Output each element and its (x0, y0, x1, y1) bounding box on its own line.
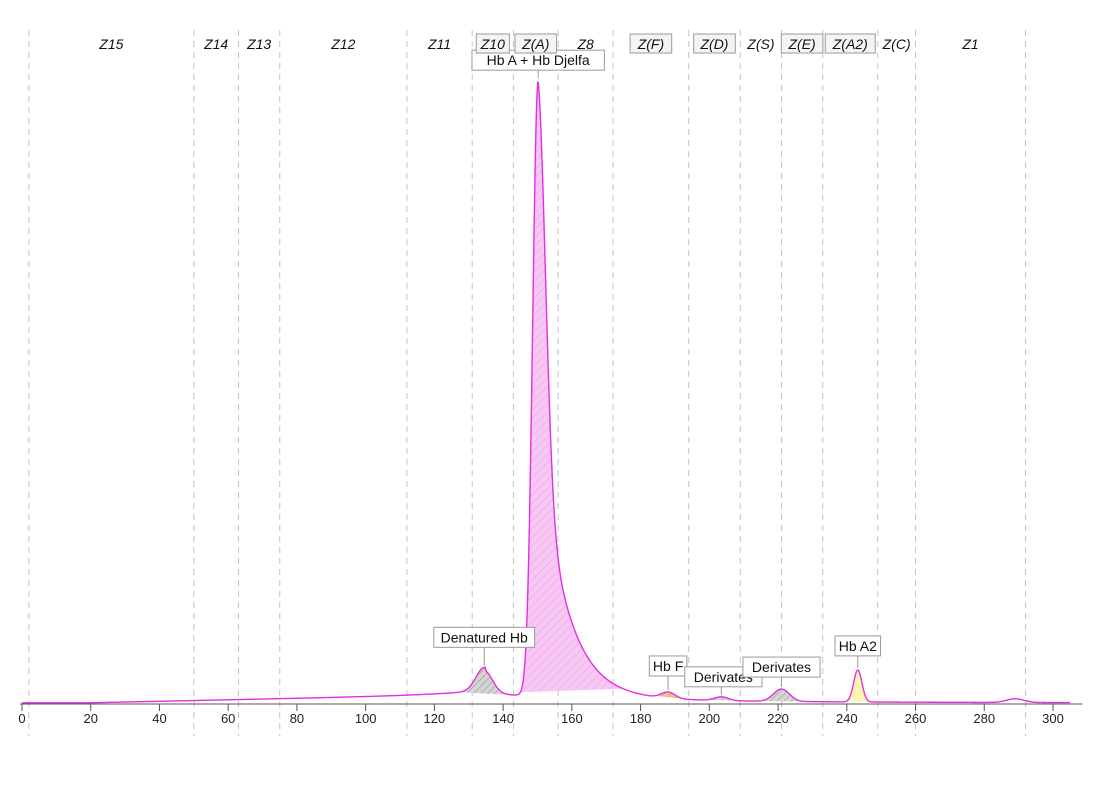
zone-label-za: Z(A) (514, 33, 558, 54)
svg-text:Hb F: Hb F (653, 658, 683, 674)
zone-label-zs: Z(S) (746, 36, 774, 52)
svg-text:Z(D): Z(D) (699, 36, 728, 52)
svg-text:Z15: Z15 (98, 36, 123, 52)
peak-label-derivates: Derivates (742, 656, 821, 688)
x-tick-label: 60 (221, 711, 235, 726)
x-tick-label: 200 (698, 711, 720, 726)
peak-label-hb-a2: Hb A2 (834, 635, 882, 668)
x-tick-label: 40 (152, 711, 166, 726)
x-tick-label: 180 (630, 711, 652, 726)
svg-text:Hb A + Hb Djelfa: Hb A + Hb Djelfa (487, 52, 590, 68)
svg-text:Z11: Z11 (427, 36, 451, 52)
zone-label-z14: Z14 (203, 36, 228, 52)
svg-text:Z(C): Z(C) (882, 36, 911, 52)
peak-area-0 (520, 80, 624, 693)
svg-text:Z1: Z1 (961, 36, 978, 52)
svg-text:Z13: Z13 (246, 36, 271, 52)
zone-label-z15: Z15 (98, 36, 123, 52)
zone-label-z1: Z1 (961, 36, 978, 52)
svg-text:Derivates: Derivates (694, 669, 753, 685)
zone-label-zd: Z(D) (693, 33, 736, 54)
svg-text:Z14: Z14 (203, 36, 228, 52)
peak-area-5 (846, 669, 871, 702)
x-tick-label: 140 (492, 711, 514, 726)
zone-label-z13: Z13 (246, 36, 271, 52)
peak-area-3 (705, 696, 737, 701)
x-tick-label: 100 (355, 711, 377, 726)
zone-label-z8: Z8 (576, 36, 594, 52)
svg-text:Z(F): Z(F) (637, 36, 664, 52)
x-tick-label: 160 (561, 711, 583, 726)
svg-text:Denatured Hb: Denatured Hb (441, 629, 528, 645)
svg-text:Z(S): Z(S) (746, 36, 774, 52)
zone-label-z12: Z12 (330, 36, 355, 52)
peak-area-1 (458, 667, 511, 695)
x-tick-label: 280 (973, 711, 995, 726)
svg-text:Z10: Z10 (480, 36, 505, 52)
x-tick-label: 260 (905, 711, 927, 726)
peak-label-hb-f: Hb F (648, 655, 688, 690)
x-tick-label: 220 (767, 711, 789, 726)
x-tick-label: 80 (290, 711, 304, 726)
x-tick-label: 240 (836, 711, 858, 726)
peak-label-denatured-hb: Denatured Hb (433, 626, 536, 666)
peak-area-fills (458, 80, 871, 702)
x-tick-label: 120 (424, 711, 446, 726)
zone-label-za2: Z(A2) (824, 33, 876, 54)
electropherogram-trace (22, 81, 1071, 704)
peak-label-hb-a-hb-djelfa: Hb A + Hb Djelfa (471, 49, 605, 79)
x-tick-label: 0 (18, 711, 25, 726)
peak-labels: Hb A + Hb Djelfa Denatured Hb Hb F Derivate… (433, 49, 882, 695)
zone-label-zf: Z(F) (629, 33, 673, 54)
x-axis: 0 20 40 60 80 100 120 140 160 180 200 220 240 260 280 3… (18, 703, 1083, 726)
svg-text:Derivates: Derivates (752, 659, 811, 675)
svg-text:Z(A): Z(A) (521, 36, 549, 52)
zone-label-z11: Z11 (427, 36, 451, 52)
svg-text:Z(A2): Z(A2) (832, 36, 868, 52)
zone-label-zc: Z(C) (882, 36, 911, 52)
zone-label-z10: Z10 (475, 33, 510, 54)
electropherogram-trace-group (22, 81, 1071, 704)
zone-label-ze: Z(E) (780, 33, 824, 54)
svg-text:Hb A2: Hb A2 (839, 638, 877, 654)
svg-text:Z(E): Z(E) (788, 36, 816, 52)
x-tick-label: 20 (83, 711, 97, 726)
x-tick-label: 300 (1042, 711, 1064, 726)
svg-text:Z8: Z8 (576, 36, 594, 52)
zone-labels: Z15 Z14 Z13 Z12 Z11 Z10 Z(A) Z8 Z(F) Z(D) Z(S) Z(E)… (98, 33, 979, 54)
svg-text:Z12: Z12 (330, 36, 355, 52)
